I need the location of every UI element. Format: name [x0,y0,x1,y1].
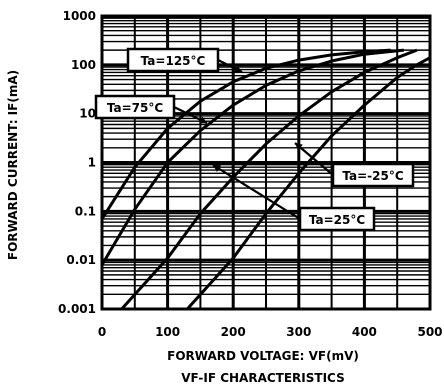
label-box [331,162,415,188]
curve-labels: Ta=125°C Ta=75°C Ta=25°C Ta=-25°C [94,47,415,232]
x-tick-label: 100 [155,325,180,339]
curves [100,48,431,311]
series-line [100,48,404,266]
y-axis-label: FORWARD CURRENT: IF(mA) [6,70,20,260]
y-tick-label: 1000 [63,9,96,23]
curve-label: Ta=125°C [141,54,206,68]
x-tick-label: 0 [98,325,106,339]
y-tick-label: 10 [79,107,96,121]
y-tick-label: 0.001 [58,302,96,316]
arrow-head [199,116,207,124]
curve-label: Ta=75°C [107,101,163,115]
curve-label: Ta=-25°C [342,169,403,183]
label-box [94,94,176,120]
arrow-head [234,65,242,73]
y-tick-label: 100 [71,58,96,72]
arrow-head [213,165,221,172]
series-line [100,48,391,220]
x-tick-label: 400 [352,325,377,339]
y-tick-label: 0.01 [66,253,96,267]
series-line [120,48,418,311]
leader-line [212,164,301,220]
x-tick-label: 200 [221,325,246,339]
label-box [298,206,376,232]
series-line [186,56,431,311]
label-box [126,47,220,73]
chart-title: VF-IF CHARACTERISTICS [181,371,344,385]
tick-labels: 0 100 200 300 400 500 0.001 0.01 0.1 1 10 100 1000 [58,9,443,339]
x-tick-label: 500 [417,325,442,339]
y-tick-label: 0.1 [75,204,96,218]
x-tick-label: 300 [286,325,311,339]
arrow-head [295,143,303,151]
x-axis-label: FORWARD VOLTAGE: VF(mV) [167,349,359,363]
y-tick-label: 1 [88,156,96,170]
leader-line [294,142,334,176]
curve-label: Ta=25°C [309,213,365,227]
grid [102,16,430,309]
